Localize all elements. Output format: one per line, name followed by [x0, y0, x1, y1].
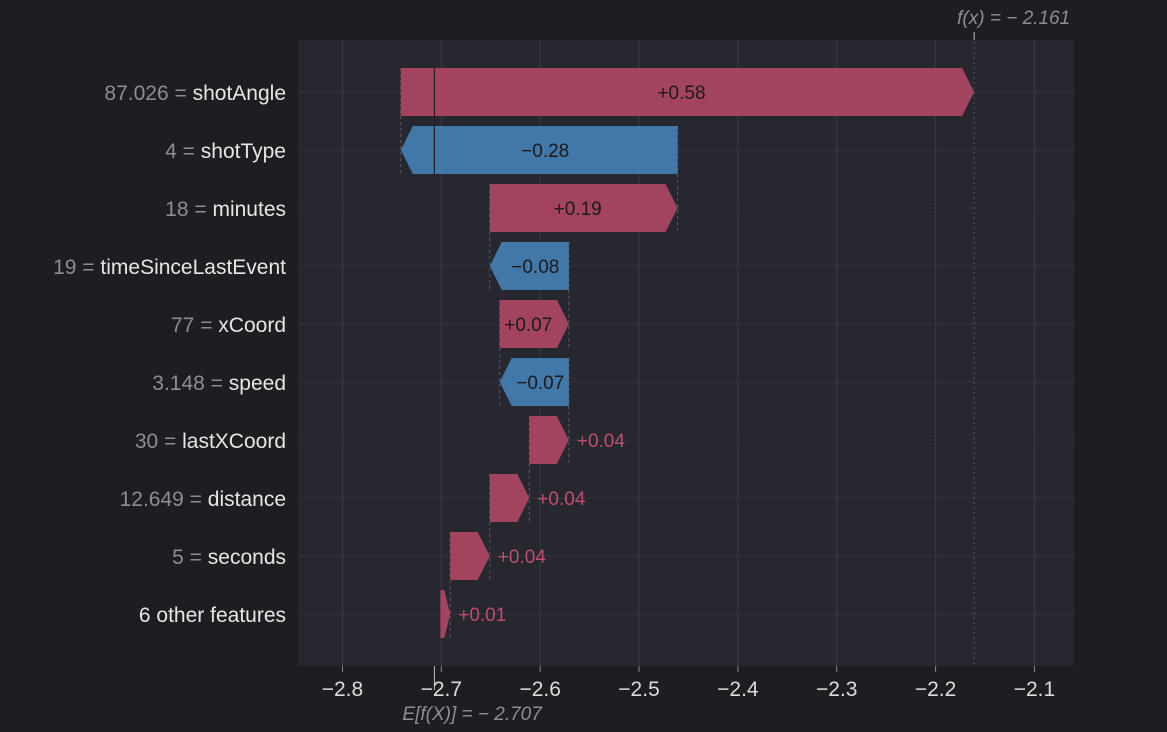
- bar-value-label: +0.01: [458, 605, 506, 626]
- feature-label: 5 = seconds: [172, 546, 286, 569]
- x-tick-label: −2.1: [1014, 678, 1055, 701]
- feature-name: seconds: [208, 546, 286, 569]
- output-value-label: f(x) = − 2.161: [957, 8, 1070, 29]
- feature-label: 4 = shotType: [165, 140, 286, 163]
- feature-label: 77 = xCoord: [171, 314, 286, 337]
- bar-value-label: −0.08: [511, 257, 559, 278]
- feature-value: 5 =: [172, 546, 208, 569]
- feature-value: 4 =: [165, 140, 201, 163]
- bar-shotType: [400, 126, 678, 174]
- bar-shotAngle: [400, 68, 975, 116]
- x-tick-label: −2.8: [322, 678, 363, 701]
- feature-name: lastXCoord: [182, 430, 286, 453]
- feature-name: xCoord: [218, 314, 286, 337]
- feature-name: minutes: [212, 198, 286, 221]
- feature-value: 12.649 =: [120, 488, 208, 511]
- feature-label: 6 other features: [139, 604, 286, 627]
- feature-name: 6 other features: [139, 604, 286, 627]
- feature-name: distance: [208, 488, 286, 511]
- feature-label: 12.649 = distance: [120, 488, 286, 511]
- bar-value-label: −0.28: [521, 141, 569, 162]
- feature-value: 19 =: [53, 256, 100, 279]
- bar-value-label: +0.58: [657, 83, 705, 104]
- feature-name: shotType: [201, 140, 286, 163]
- x-tick-label: −2.5: [618, 678, 659, 701]
- x-tick-label: −2.2: [915, 678, 956, 701]
- bar-value-label: +0.07: [504, 315, 552, 336]
- bar-lastXCoord: [529, 416, 569, 464]
- bar-value-label: +0.04: [577, 431, 626, 452]
- feature-label: 19 = timeSinceLastEvent: [53, 256, 286, 279]
- x-tick-label: −2.4: [717, 678, 759, 701]
- bar-speed: [499, 358, 569, 406]
- bar-value-label: +0.04: [498, 547, 547, 568]
- feature-label: 30 = lastXCoord: [135, 430, 286, 453]
- feature-value: 87.026 =: [104, 82, 192, 105]
- bar-value-label: −0.07: [516, 373, 564, 394]
- feature-label: 87.026 = shotAngle: [104, 82, 286, 105]
- bar-value-label: +0.04: [537, 489, 586, 510]
- bar-distance: [489, 474, 530, 522]
- bar-xCoord: [499, 300, 569, 348]
- feature-name: speed: [229, 372, 286, 395]
- feature-value: 3.148 =: [152, 372, 228, 395]
- x-tick-label: −2.3: [816, 678, 857, 701]
- x-tick-label: −2.7: [421, 678, 462, 701]
- bar-timeSinceLastEvent: [489, 242, 569, 290]
- feature-value: 77 =: [171, 314, 218, 337]
- bar-value-label: +0.19: [554, 199, 602, 220]
- feature-label: 3.148 = speed: [152, 372, 286, 395]
- x-tick-label: −2.6: [519, 678, 560, 701]
- bar-minutes: [489, 184, 678, 232]
- bar-6-other-features: [440, 590, 451, 638]
- feature-label: 18 = minutes: [165, 198, 286, 221]
- feature-name: timeSinceLastEvent: [100, 256, 286, 279]
- feature-name: shotAngle: [193, 82, 286, 105]
- feature-value: 30 =: [135, 430, 182, 453]
- feature-value: 18 =: [165, 198, 212, 221]
- base-value-label: E[f(X)] = − 2.707: [402, 704, 543, 725]
- bar-seconds: [450, 532, 490, 580]
